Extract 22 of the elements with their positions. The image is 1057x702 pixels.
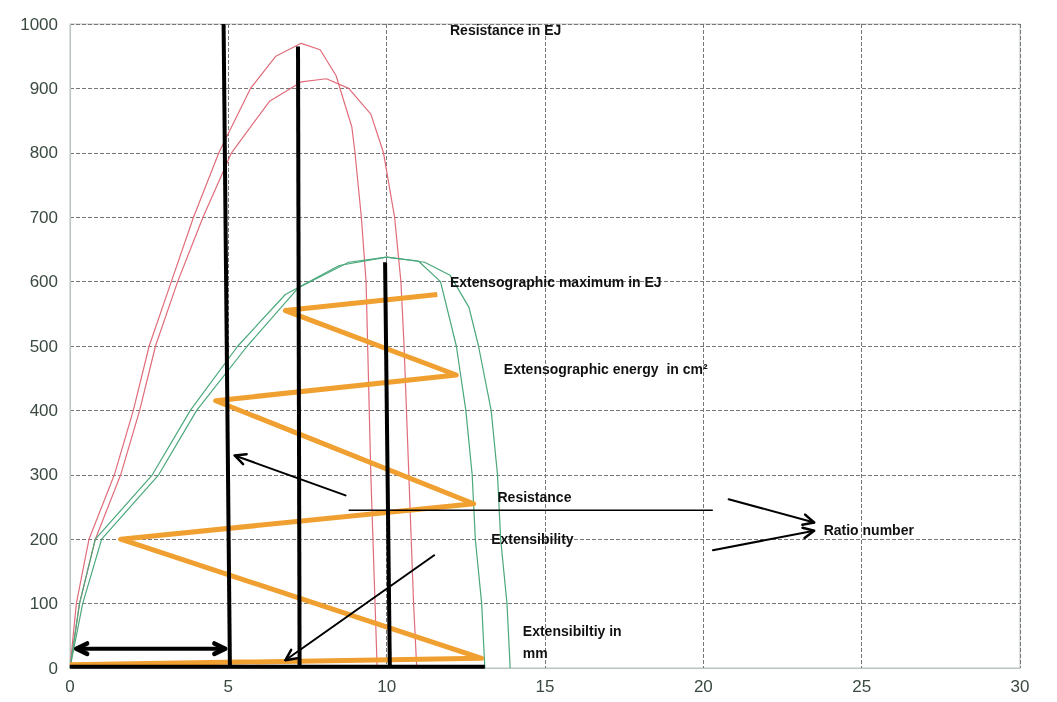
x-tick-label: 5 bbox=[223, 677, 234, 696]
y-tick-label: 600 bbox=[29, 272, 58, 292]
y-tick-label: 500 bbox=[29, 336, 58, 356]
x-tick-label: 15 bbox=[535, 677, 555, 696]
y-tick-label: 700 bbox=[29, 207, 58, 227]
x-tick-label: 20 bbox=[693, 677, 713, 696]
annotation: Extensibiltiy in mm bbox=[522, 623, 622, 662]
y-tick-label: 400 bbox=[29, 400, 58, 420]
annotation: Ratio number bbox=[823, 521, 915, 538]
y-tick-label: 900 bbox=[29, 78, 58, 98]
y-tick-label: 100 bbox=[29, 594, 58, 614]
x-tick-label: 10 bbox=[377, 677, 397, 696]
x-tick-label: 0 bbox=[65, 677, 75, 696]
annotation: Extensographic energy in cm² bbox=[503, 360, 709, 377]
x-tick-label: 25 bbox=[852, 677, 872, 696]
y-tick-label: 0 bbox=[48, 658, 58, 678]
annotation: Resistance in EJ bbox=[450, 22, 562, 39]
y-tick-label: 200 bbox=[29, 529, 58, 549]
x-tick-label: 30 bbox=[1010, 677, 1030, 696]
y-tick-label: 800 bbox=[29, 143, 58, 163]
y-tick-label: 1000 bbox=[20, 14, 58, 34]
y-tick-label: 300 bbox=[29, 465, 58, 485]
